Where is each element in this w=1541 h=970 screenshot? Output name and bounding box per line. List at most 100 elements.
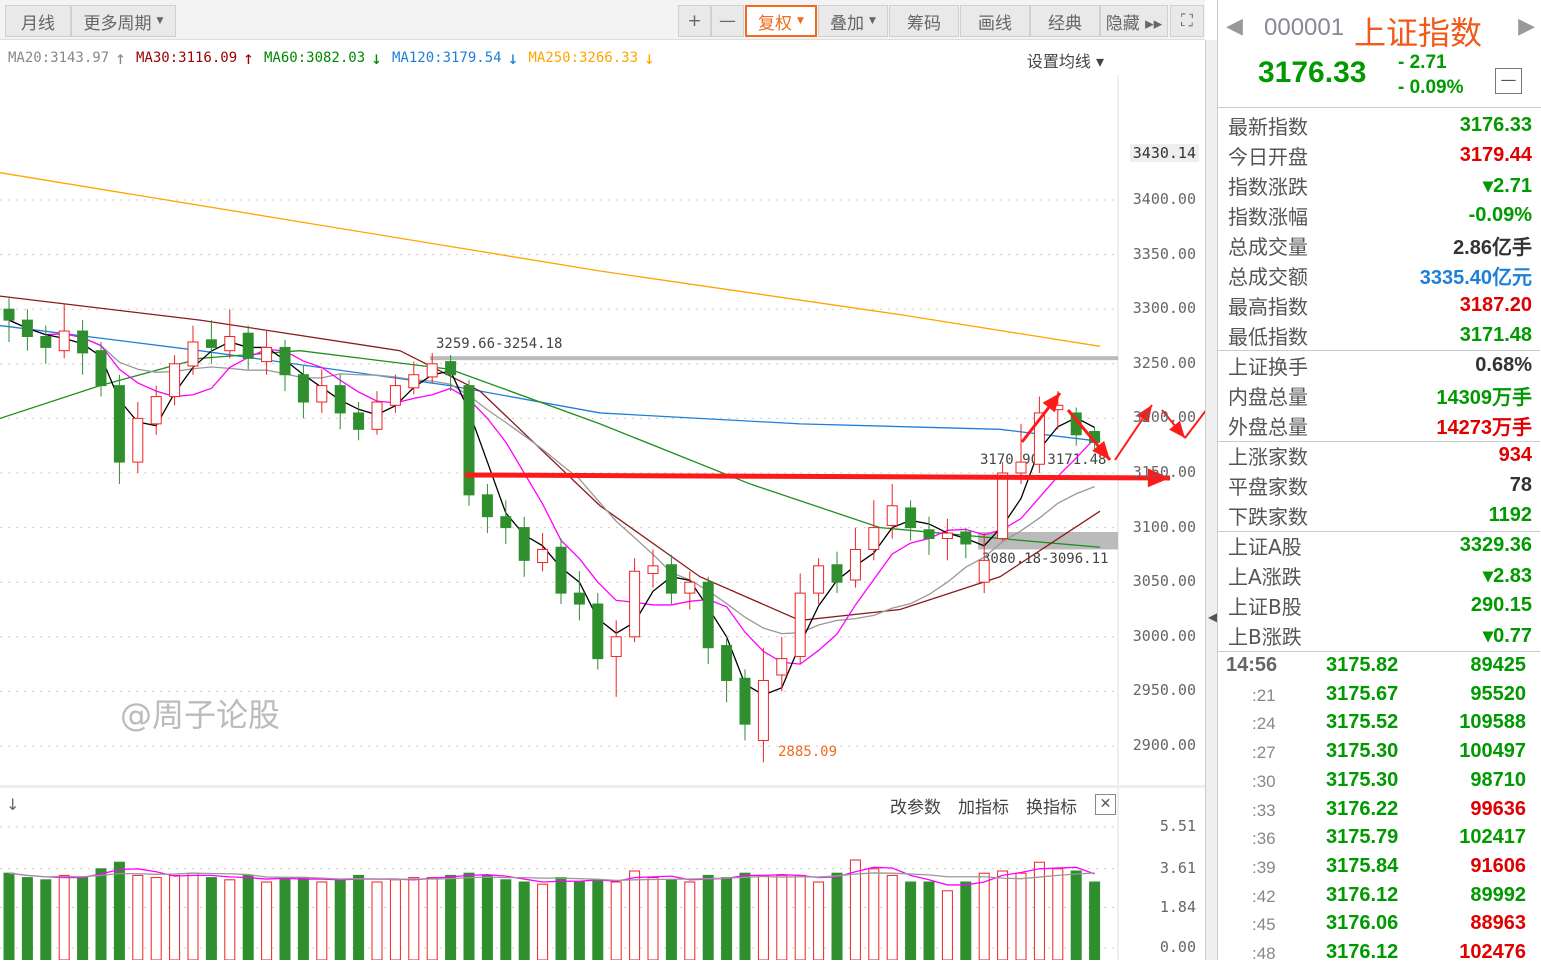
ma-legend-item: MA60:3082.03 bbox=[264, 50, 366, 66]
quote-panel: ◀ 000001 上证指数 ▶ 3176.33 - 2.71 - 0.09% —… bbox=[1217, 0, 1541, 963]
stock-name: 上证指数 bbox=[1354, 14, 1483, 52]
indicator-tool-button[interactable]: 换指标 bbox=[1026, 798, 1077, 818]
quote-row: 上证B股 290.15 bbox=[1218, 590, 1540, 620]
price-tick: 2900.00 bbox=[1132, 736, 1196, 754]
volume-bar bbox=[187, 872, 199, 960]
prev-stock-icon[interactable]: ◀ bbox=[1226, 14, 1243, 39]
quote-value: 3176.33 bbox=[1459, 113, 1532, 136]
candle bbox=[960, 531, 972, 545]
volume-bar bbox=[316, 881, 328, 960]
candle bbox=[610, 636, 622, 657]
volume-bar bbox=[960, 881, 972, 960]
candle bbox=[537, 548, 549, 564]
toolbar-button-4[interactable]: 筹码 bbox=[889, 5, 959, 37]
volume-bar bbox=[371, 881, 383, 960]
volume-bar bbox=[684, 881, 696, 960]
period-button-1[interactable]: 更多周期 ▼ bbox=[71, 5, 176, 37]
indicator-tool-button[interactable]: 改参数 bbox=[890, 798, 941, 818]
volume-bar bbox=[997, 870, 1009, 960]
candle bbox=[353, 412, 365, 430]
minimize-icon[interactable]: — bbox=[1495, 68, 1522, 94]
price-change: - 2.71 bbox=[1398, 52, 1447, 73]
volume-bar bbox=[408, 877, 420, 960]
ma-settings-button[interactable]: 设置均线 ▾ bbox=[1026, 52, 1104, 71]
annotation-label: 3080.18-3096.11 bbox=[982, 551, 1108, 567]
candle bbox=[776, 658, 788, 676]
candle bbox=[58, 330, 70, 352]
tick-price: 3175.82 bbox=[1326, 654, 1399, 676]
quote-label: 今日开盘 bbox=[1228, 144, 1308, 169]
volume-bar bbox=[647, 877, 659, 960]
watermark: @周子论股 bbox=[120, 696, 281, 734]
candle bbox=[886, 505, 898, 526]
volume-bar bbox=[665, 879, 677, 960]
quote-value: 3179.44 bbox=[1459, 143, 1532, 166]
volume-bar bbox=[776, 874, 788, 960]
ma250-line bbox=[0, 172, 1101, 347]
toolbar-button-7[interactable]: 隐藏 ▸▸ bbox=[1100, 5, 1168, 37]
tick-price: 3175.30 bbox=[1326, 740, 1399, 763]
candle bbox=[1015, 461, 1027, 474]
candle bbox=[684, 581, 696, 594]
candle bbox=[757, 679, 769, 742]
volume-bar bbox=[555, 877, 567, 960]
volume-bar bbox=[389, 879, 401, 960]
toolbar-button-1[interactable]: — bbox=[711, 5, 744, 37]
collapse-arrow-icon[interactable]: ◀ bbox=[1208, 610, 1218, 624]
tick-row: :48 3176.12 102476 bbox=[1218, 941, 1540, 970]
ma-legend-item: MA20:3143.97 bbox=[8, 50, 110, 66]
candle bbox=[169, 363, 181, 398]
quote-row: 指数涨幅 -0.09% bbox=[1218, 200, 1540, 230]
tick-time: 14:56 bbox=[1226, 654, 1278, 676]
quote-row: 内盘总量 14309万手 bbox=[1218, 380, 1540, 410]
toolbar-button-2[interactable]: 复权 ▼ bbox=[745, 5, 817, 37]
volume-bar bbox=[573, 881, 585, 960]
annotation-label: 3259.66-3254.18 bbox=[436, 336, 562, 352]
quote-value: -0.09% bbox=[1468, 203, 1532, 226]
tick-volume: 99636 bbox=[1470, 797, 1526, 820]
quote-row: 最高指数 3187.20 bbox=[1218, 290, 1540, 320]
quote-label: 指数涨跌 bbox=[1228, 174, 1308, 199]
candle bbox=[224, 336, 236, 352]
toolbar-button-5[interactable]: 画线 bbox=[960, 5, 1030, 37]
kline-chart[interactable]: 3259.66-3254.183170.90-3171.483080.18-30… bbox=[0, 0, 1205, 960]
toolbar-button-8[interactable]: ⛶ bbox=[1170, 5, 1204, 37]
period-button-0[interactable]: 月线 bbox=[5, 5, 71, 37]
volume-bar bbox=[21, 877, 33, 960]
highlight-price: 3430.14 bbox=[1129, 144, 1199, 162]
tick-row: :36 3175.79 102417 bbox=[1218, 826, 1540, 855]
toolbar-button-0[interactable]: + bbox=[678, 5, 711, 37]
volume-bar bbox=[1033, 861, 1045, 960]
volume-bar bbox=[978, 872, 990, 960]
quote-value: ▾0.77 bbox=[1483, 624, 1532, 647]
tick-price: 3175.52 bbox=[1326, 711, 1399, 734]
quote-value: 3187.20 bbox=[1459, 293, 1532, 316]
tick-volume: 91606 bbox=[1470, 854, 1526, 877]
toolbar-button-3[interactable]: 叠加 ▼ bbox=[818, 5, 888, 37]
close-indicator-icon[interactable]: ✕ bbox=[1095, 794, 1116, 815]
quote-label: 平盘家数 bbox=[1228, 474, 1308, 499]
quote-label: 上证换手 bbox=[1228, 354, 1308, 379]
quote-row: 下跌家数 1192 bbox=[1218, 500, 1540, 530]
tick-price: 3175.79 bbox=[1326, 826, 1399, 849]
splitter[interactable]: ◀ bbox=[1205, 40, 1217, 960]
annotation-arrow bbox=[1184, 409, 1205, 439]
button-label: 经典 bbox=[1048, 13, 1082, 34]
quote-value: ▾2.71 bbox=[1483, 174, 1532, 197]
tick-price: 3176.12 bbox=[1326, 941, 1399, 963]
quote-row: 最低指数 3171.48 bbox=[1218, 320, 1540, 350]
volume-bar bbox=[95, 868, 107, 960]
volume-bar bbox=[739, 872, 751, 960]
tick-price: 3176.22 bbox=[1326, 797, 1399, 820]
ma20-line bbox=[8, 319, 1095, 635]
tick-row: :39 3175.84 91606 bbox=[1218, 855, 1540, 884]
volume-bar bbox=[279, 877, 291, 960]
candle bbox=[113, 385, 125, 463]
quote-label: 最高指数 bbox=[1228, 294, 1308, 319]
next-stock-icon[interactable]: ▶ bbox=[1518, 14, 1535, 39]
quote-label: 上涨家数 bbox=[1228, 444, 1308, 469]
indicator-tool-button[interactable]: 加指标 bbox=[958, 798, 1009, 818]
quote-row: 指数涨跌 ▾2.71 bbox=[1218, 170, 1540, 200]
toolbar-button-6[interactable]: 经典 bbox=[1030, 5, 1100, 37]
candle bbox=[629, 570, 641, 638]
